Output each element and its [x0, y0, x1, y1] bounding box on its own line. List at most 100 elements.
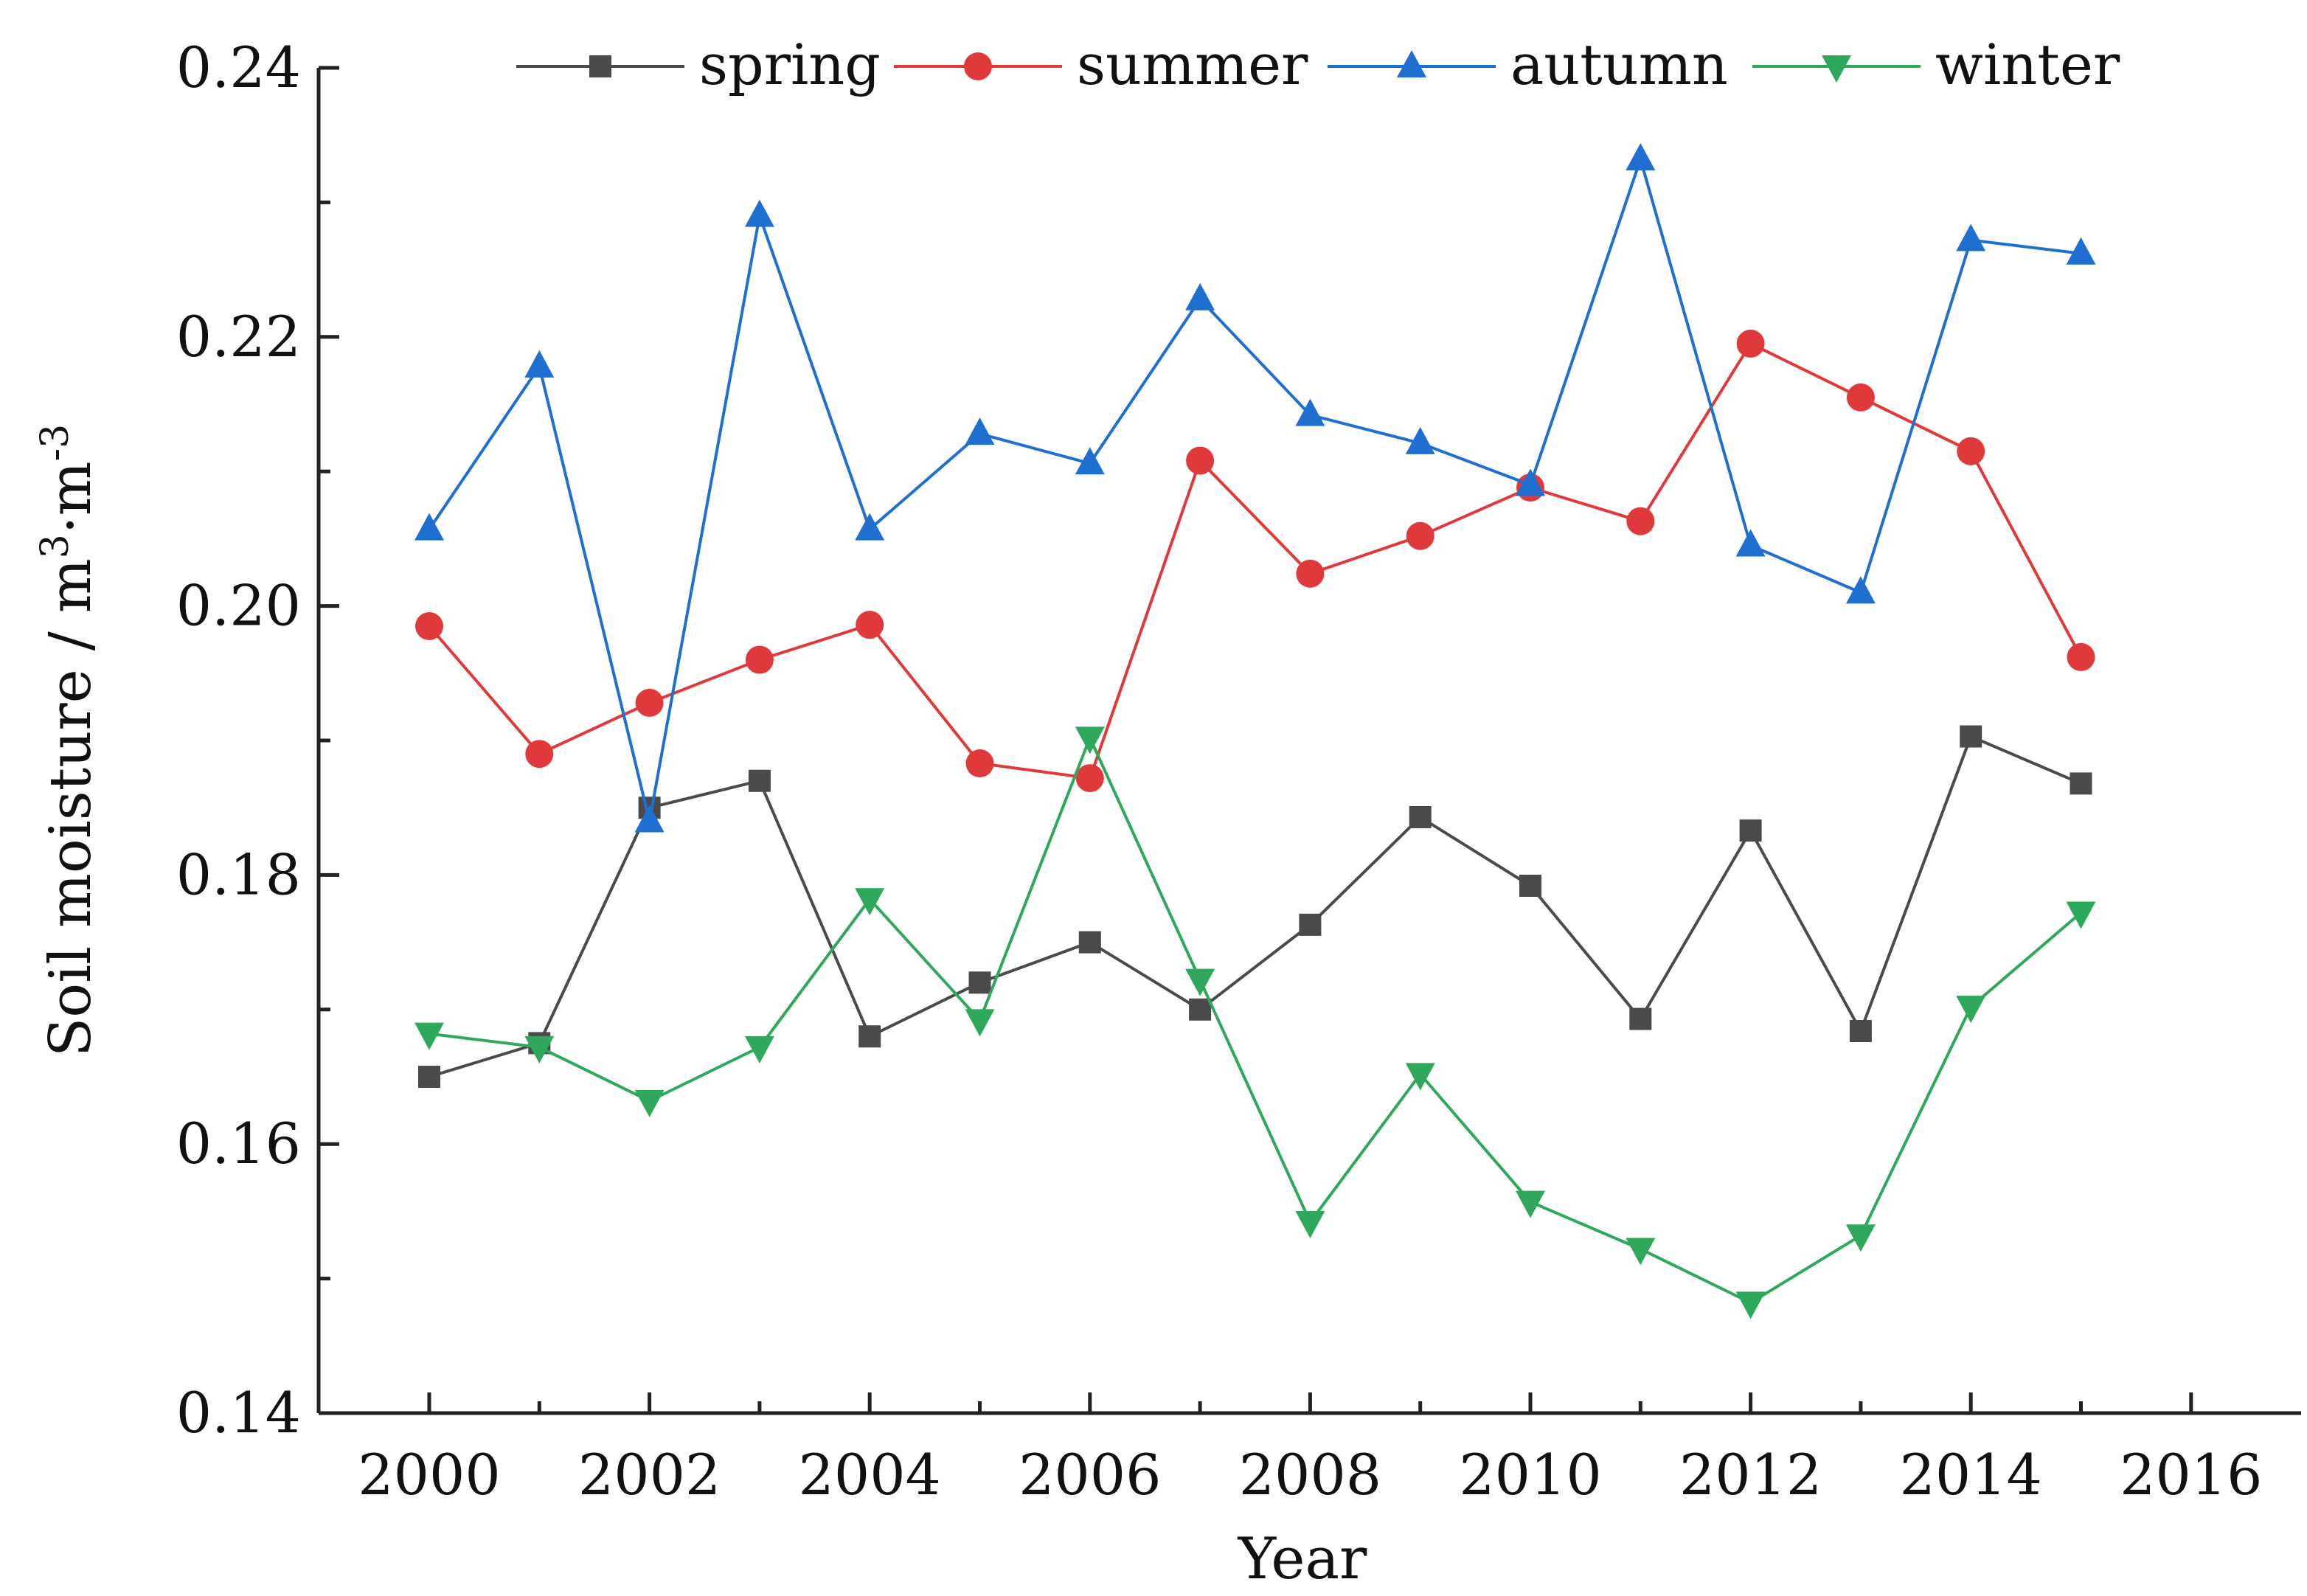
- series-spring: [418, 725, 2092, 1088]
- point-winter: [634, 1089, 665, 1117]
- legend-label-winter: winter: [1935, 32, 2120, 97]
- legend-item-winter: winter: [1752, 32, 2120, 97]
- point-spring: [1299, 913, 1322, 936]
- point-summer: [965, 749, 994, 778]
- point-spring: [858, 1025, 881, 1048]
- point-spring: [1078, 931, 1101, 954]
- point-spring: [1629, 1007, 1652, 1030]
- legend-label-spring: spring: [699, 32, 881, 97]
- point-winter: [744, 1035, 774, 1064]
- point-spring: [1849, 1019, 1872, 1042]
- y-axis-title-sup1: 3: [33, 534, 77, 558]
- point-spring: [1519, 874, 1541, 897]
- x-ticks: 2000 2002 2004 2006 2008 2010 2012 2014 2016: [358, 1392, 2263, 1507]
- legend-label-autumn: autumn: [1510, 32, 1728, 97]
- series-line-spring: [429, 734, 2082, 1078]
- series-summer: [415, 329, 2095, 793]
- point-autumn: [965, 417, 995, 445]
- series-autumn: [414, 143, 2096, 833]
- x-axis-title: Year: [1238, 1526, 1367, 1592]
- point-spring: [1409, 805, 1432, 828]
- point-winter: [965, 1009, 995, 1037]
- point-autumn: [414, 513, 444, 541]
- y-axis-title-sup2: -3: [33, 424, 77, 462]
- point-autumn: [524, 350, 555, 378]
- point-autumn: [855, 513, 885, 541]
- y-tick-label: 0.24: [176, 35, 301, 100]
- point-autumn: [1185, 282, 1215, 310]
- point-winter: [2066, 901, 2096, 929]
- point-summer: [635, 688, 664, 717]
- legend-marker-summer: [964, 52, 992, 80]
- y-axis-title: Soil moisture / m3·m-3: [33, 424, 104, 1057]
- point-autumn: [1845, 576, 1876, 604]
- point-spring: [1189, 998, 1212, 1021]
- y-tick-label: 0.20: [176, 573, 301, 639]
- point-summer: [1406, 521, 1434, 550]
- point-autumn: [1075, 447, 1105, 475]
- legend-marker-autumn: [1397, 50, 1426, 77]
- x-tick-label: 2004: [798, 1442, 940, 1507]
- x-tick-label: 2012: [1679, 1442, 1822, 1507]
- legend-marker-winter: [1822, 55, 1851, 83]
- y-ticks: 0.14 0.16 0.18 0.20 0.22 0.24: [176, 35, 339, 1446]
- point-summer: [1296, 559, 1325, 588]
- point-autumn: [1735, 529, 1766, 557]
- point-summer: [1075, 764, 1104, 793]
- point-winter: [1845, 1224, 1876, 1252]
- legend-item-autumn: autumn: [1328, 32, 1728, 97]
- point-winter: [1405, 1063, 1435, 1091]
- point-summer: [1736, 329, 1765, 358]
- legend: spring summer autumn winter: [516, 32, 2120, 97]
- legend-item-spring: spring: [516, 32, 881, 97]
- series-winter: [414, 726, 2096, 1319]
- y-axis-title-main: Soil moisture / m: [38, 558, 104, 1057]
- point-winter: [1075, 726, 1105, 754]
- point-summer: [415, 611, 443, 640]
- x-tick-label: 2006: [1019, 1442, 1161, 1507]
- series-line-autumn: [428, 154, 2081, 822]
- point-summer: [525, 740, 554, 768]
- y-tick-label: 0.16: [176, 1111, 301, 1176]
- series-line-winter: [429, 734, 2082, 1305]
- series-line-summer: [428, 341, 2083, 780]
- point-autumn: [1956, 223, 1986, 251]
- point-summer: [1186, 446, 1215, 475]
- point-autumn: [1626, 143, 1656, 171]
- point-winter: [1735, 1291, 1766, 1319]
- point-spring: [1739, 819, 1762, 842]
- x-tick-label: 2010: [1459, 1442, 1601, 1507]
- y-tick-label: 0.22: [176, 304, 301, 369]
- point-winter: [524, 1035, 555, 1064]
- point-winter: [1626, 1238, 1656, 1266]
- series-layer: [414, 143, 2096, 1319]
- point-spring: [968, 971, 991, 994]
- point-summer: [856, 611, 884, 639]
- point-winter: [1185, 968, 1215, 996]
- y-axis-title-mid: ·m: [38, 461, 104, 534]
- point-summer: [1846, 383, 1875, 412]
- x-tick-label: 2016: [2120, 1442, 2262, 1507]
- point-winter: [414, 1022, 444, 1050]
- point-spring: [748, 769, 771, 792]
- point-spring: [1960, 725, 1982, 748]
- point-autumn: [1516, 468, 1545, 496]
- point-winter: [1295, 1210, 1325, 1238]
- x-tick-label: 2000: [358, 1442, 500, 1507]
- point-winter: [1516, 1190, 1545, 1218]
- point-winter: [855, 888, 885, 916]
- point-summer: [745, 645, 774, 674]
- point-summer: [1957, 437, 1985, 465]
- point-autumn: [634, 805, 665, 833]
- point-autumn: [1295, 398, 1325, 426]
- point-spring: [418, 1066, 440, 1088]
- point-summer: [1626, 507, 1655, 535]
- legend-label-summer: summer: [1077, 32, 1308, 97]
- point-spring: [2070, 772, 2092, 795]
- legend-marker-spring: [589, 55, 611, 77]
- point-winter: [1956, 996, 1986, 1024]
- y-tick-label: 0.14: [176, 1380, 301, 1446]
- point-autumn: [1405, 426, 1435, 454]
- point-summer: [2067, 642, 2095, 671]
